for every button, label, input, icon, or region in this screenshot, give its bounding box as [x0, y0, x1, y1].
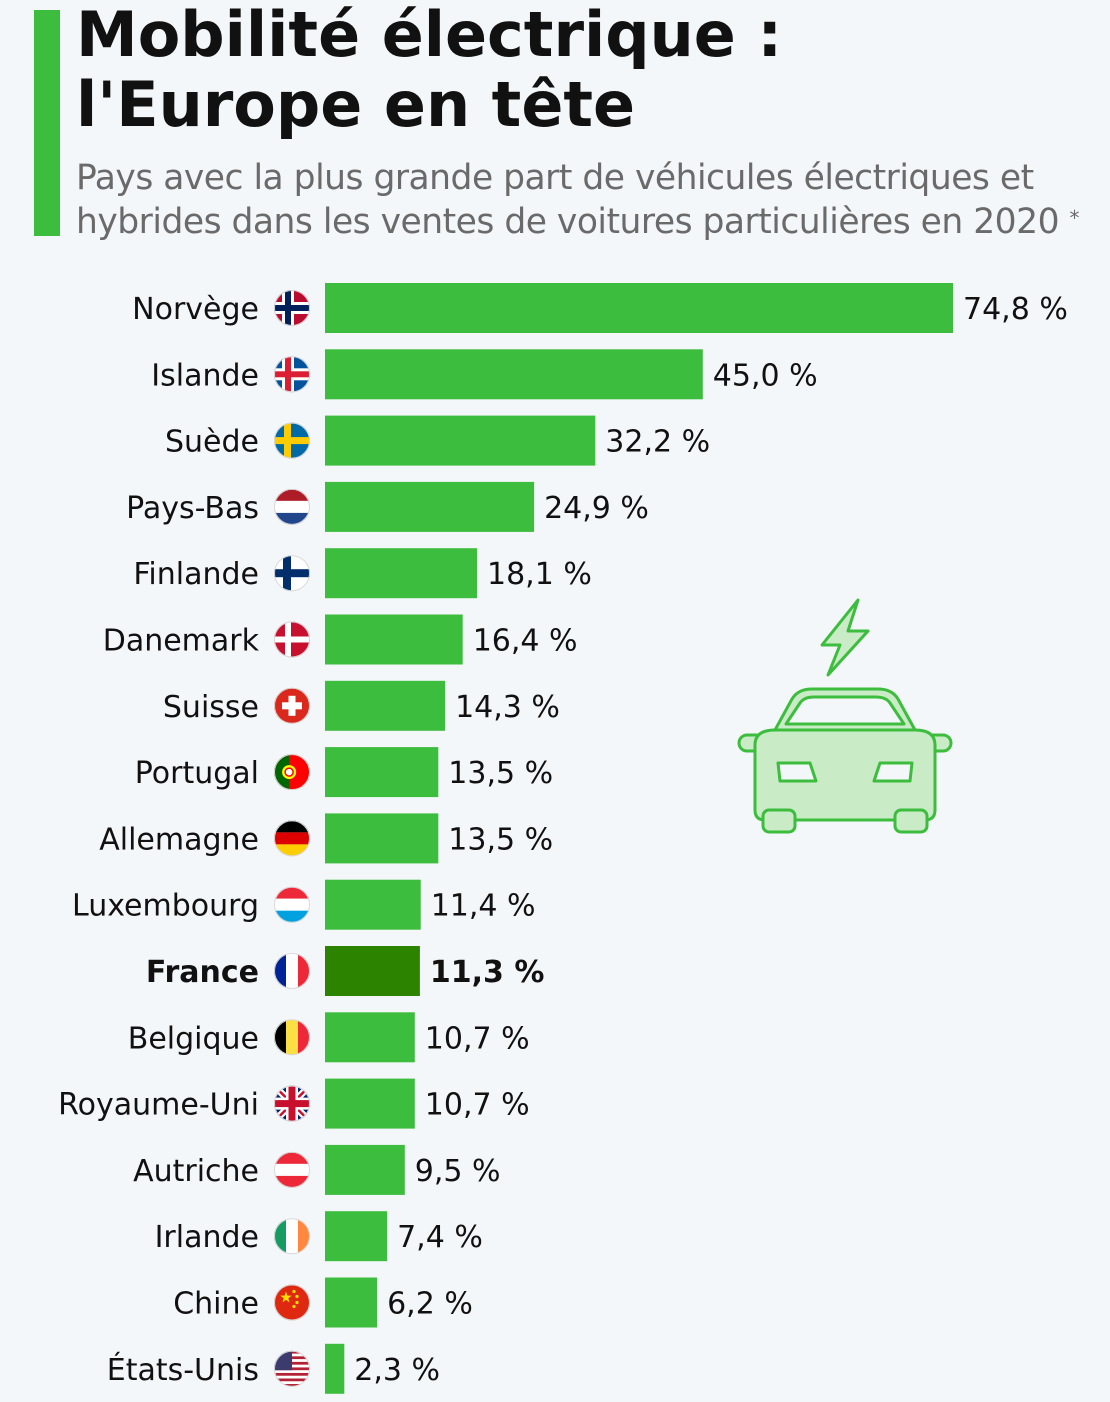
- category-label: Portugal: [135, 756, 259, 791]
- category-label: Chine: [173, 1287, 259, 1322]
- bar: [325, 283, 953, 333]
- value-label: 10,7 %: [425, 1088, 530, 1123]
- bar: [325, 349, 703, 400]
- category-label: Irlande: [155, 1220, 259, 1255]
- value-label: 2,3 %: [354, 1353, 440, 1388]
- bar-row: Portugal 13,5 %: [135, 747, 553, 798]
- bar-row: Suisse 14,3 %: [163, 680, 560, 731]
- bar: [325, 1078, 415, 1129]
- category-label: France: [146, 955, 259, 990]
- bar: [325, 614, 463, 665]
- value-label: 11,3 %: [430, 955, 545, 990]
- bar: [325, 548, 477, 599]
- bar-highlighted: [325, 946, 420, 996]
- bar-row: Finlande 18,1 %: [133, 548, 592, 599]
- bar-row: Chine 6,2 %: [173, 1277, 473, 1328]
- iceland-flag-icon: [274, 356, 310, 393]
- value-label: 32,2 %: [605, 425, 710, 460]
- category-label: Suède: [165, 425, 259, 460]
- value-label: 74,8 %: [963, 292, 1068, 327]
- bar: [325, 879, 421, 930]
- bar-row: Irlande 7,4 %: [155, 1211, 483, 1262]
- bar-row: Suède 32,2 %: [165, 415, 710, 466]
- category-label: Luxembourg: [72, 889, 259, 924]
- category-label: États-Unis: [107, 1352, 259, 1388]
- china-flag-icon: [274, 1284, 310, 1321]
- bar-row: Autriche 9,5 %: [133, 1144, 501, 1195]
- category-label: Allemagne: [99, 822, 259, 857]
- austria-flag-icon: [274, 1151, 310, 1188]
- norway-flag-icon: [274, 290, 310, 326]
- bar: [325, 1211, 388, 1262]
- car-windows: [784, 695, 906, 726]
- category-label: Pays-Bas: [126, 491, 259, 526]
- bar: [325, 747, 439, 798]
- bar: [325, 1277, 378, 1328]
- electric-car-icon: [737, 598, 953, 834]
- value-label: 10,7 %: [425, 1021, 530, 1056]
- value-label: 9,5 %: [415, 1154, 501, 1189]
- value-label: 13,5 %: [448, 756, 553, 791]
- bar-row: Pays-Bas 24,9 %: [126, 481, 649, 532]
- bar-row: États-Unis 2,3 %: [107, 1343, 440, 1394]
- chart-title: Mobilité électrique : l'Europe en tête: [76, 0, 783, 141]
- value-label: 16,4 %: [473, 624, 578, 659]
- switzerland-flag-icon: [274, 687, 310, 724]
- car-headlights: [776, 761, 914, 783]
- belgium-flag-icon: [274, 1019, 310, 1056]
- germany-flag-icon: [274, 820, 310, 857]
- value-label: 11,4 %: [431, 889, 536, 924]
- bar: [325, 1144, 405, 1195]
- chart-subtitle: Pays avec la plus grande part de véhicul…: [76, 156, 1096, 244]
- bar: [325, 481, 535, 532]
- title-accent-bar: [34, 10, 60, 236]
- luxembourg-flag-icon: [274, 886, 310, 923]
- uk-flag-icon: [274, 1085, 310, 1122]
- category-label: Danemark: [103, 624, 260, 659]
- subtitle-asterisk: *: [1069, 206, 1080, 230]
- category-label: Suisse: [163, 690, 259, 725]
- france-flag-icon: [274, 953, 310, 989]
- netherlands-flag-icon: [274, 488, 310, 525]
- bar-row: Danemark 16,4 %: [103, 614, 578, 665]
- denmark-flag-icon: [274, 621, 310, 658]
- value-label: 14,3 %: [455, 690, 560, 725]
- finland-flag-icon: [274, 555, 310, 592]
- bar-row: Allemagne 13,5 %: [99, 813, 553, 864]
- category-label: Royaume-Uni: [58, 1088, 259, 1123]
- sweden-flag-icon: [274, 422, 310, 459]
- ireland-flag-icon: [274, 1218, 310, 1255]
- bar-row: Luxembourg 11,4 %: [72, 879, 536, 930]
- lightning-bolt-icon: [820, 598, 870, 677]
- bar: [325, 1343, 345, 1394]
- usa-flag-icon: [274, 1350, 310, 1387]
- bar: [325, 415, 596, 466]
- category-label: Autriche: [133, 1154, 259, 1189]
- bar-row: Royaume-Uni 10,7 %: [58, 1078, 530, 1129]
- value-label: 7,4 %: [397, 1220, 483, 1255]
- value-label: 24,9 %: [544, 491, 649, 526]
- category-label: Finlande: [133, 557, 259, 592]
- bar: [325, 813, 439, 864]
- category-label: Islande: [151, 358, 259, 393]
- category-label: Norvège: [132, 292, 259, 327]
- value-label: 45,0 %: [713, 358, 818, 393]
- value-label: 6,2 %: [387, 1287, 473, 1322]
- bar-row: Belgique 10,7 %: [128, 1012, 530, 1063]
- subtitle-text: Pays avec la plus grande part de véhicul…: [76, 158, 1060, 242]
- bar: [325, 1012, 415, 1063]
- bar-row: France 11,3 %: [146, 946, 545, 996]
- value-label: 13,5 %: [448, 822, 553, 857]
- portugal-flag-icon: [274, 754, 310, 791]
- bar-row: Islande 45,0 %: [151, 349, 818, 400]
- category-label: Belgique: [128, 1021, 259, 1056]
- value-label: 18,1 %: [487, 557, 592, 592]
- bar-row: Norvège 74,8 %: [132, 283, 1068, 333]
- bar: [325, 680, 446, 731]
